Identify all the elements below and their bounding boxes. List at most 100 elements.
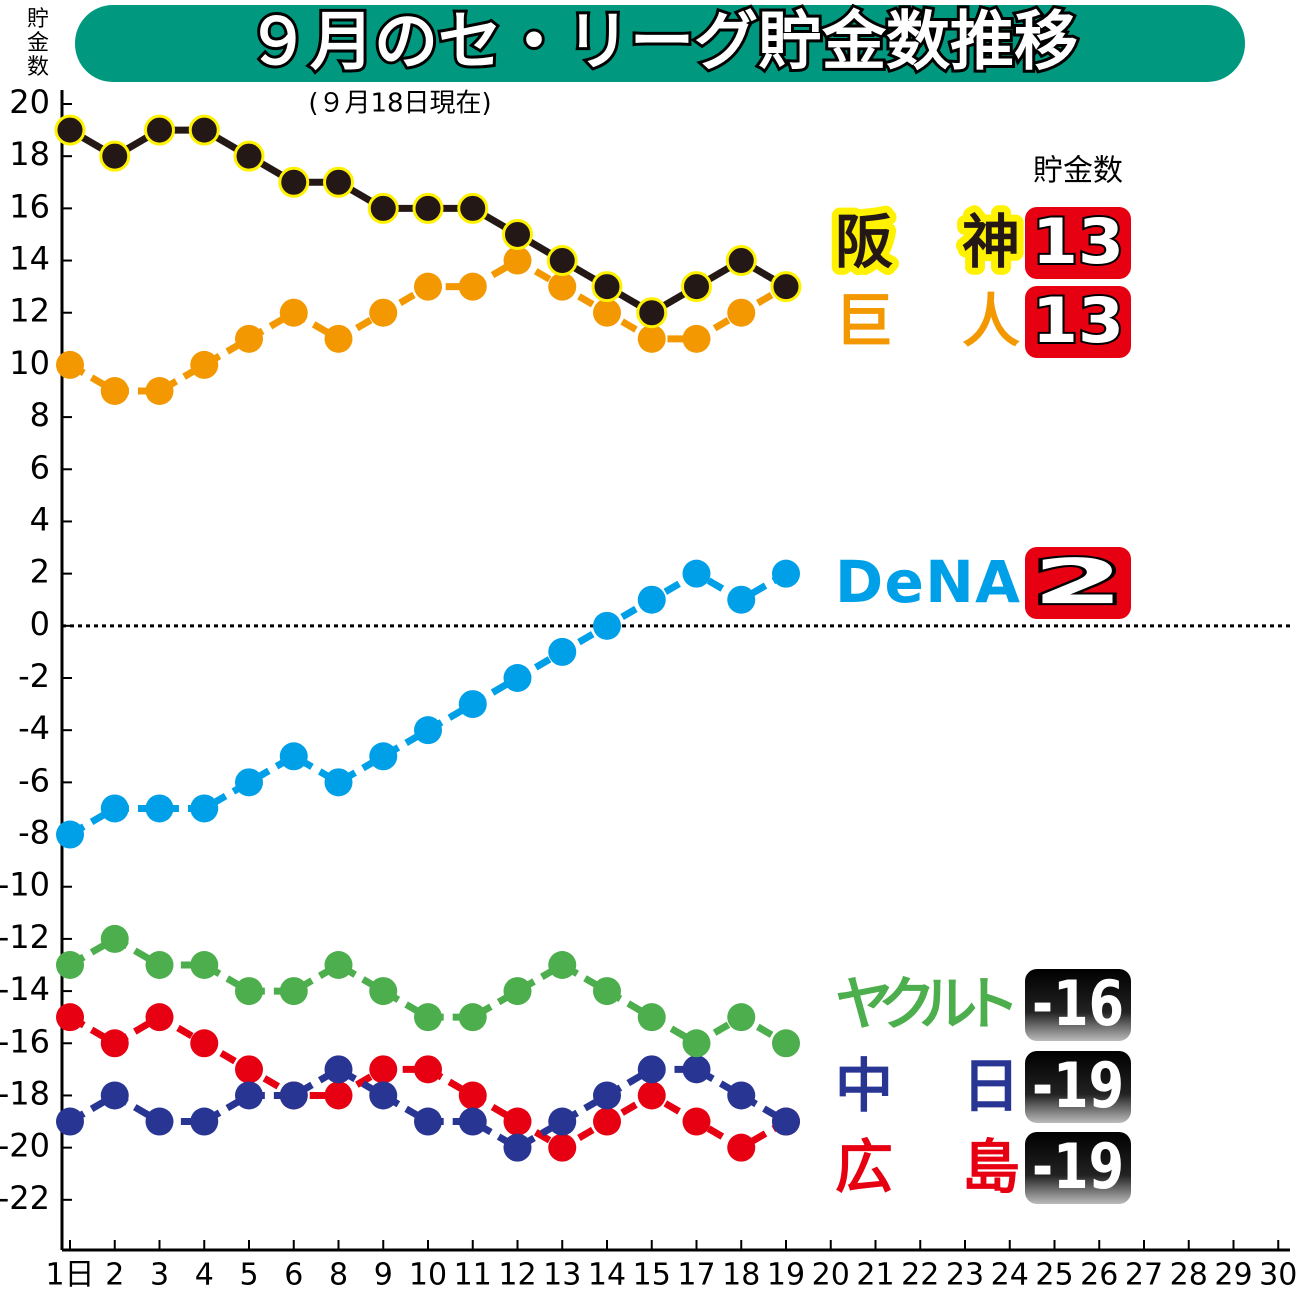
data-point [279,1081,308,1110]
data-point [458,1003,487,1032]
data-point [233,140,265,172]
data-point [637,1081,666,1110]
data-point [190,1029,219,1058]
data-point [503,1107,532,1136]
data-point [145,1107,174,1136]
data-point [548,1133,577,1162]
legend-title: 貯金数 [1033,154,1123,189]
data-point [682,559,711,588]
x-tick-label: 29 [1214,1258,1252,1293]
data-point [145,794,174,823]
data-point [414,1003,442,1032]
x-tick-label: 15 [633,1258,671,1293]
x-tick-label: 4 [195,1258,214,1293]
x-tick-label: 2 [105,1258,124,1293]
y-tick-label: -6 [18,761,50,799]
x-tick-label: 24 [991,1258,1029,1293]
data-point [369,1055,398,1084]
x-tick-label: 23 [946,1258,984,1293]
data-point [190,350,219,379]
y-tick-label: -8 [18,814,50,852]
x-tick-label: 28 [1170,1258,1208,1293]
data-point [548,1107,577,1136]
legend-badge [1025,1051,1131,1123]
data-point [279,977,308,1006]
legend-value: -19 [1032,1130,1124,1203]
legend-label: 阪 神 [835,208,1020,276]
y-tick-label: 10 [9,344,50,382]
x-tick-label: 8 [329,1258,348,1293]
data-point [548,272,577,301]
data-point [56,951,84,979]
data-point [56,820,84,849]
y-tick-label: 4 [30,500,50,538]
data-point [725,245,757,277]
data-point [593,1107,621,1136]
legend-badge [1025,547,1131,619]
data-point [727,585,756,614]
data-point [414,272,442,301]
data-point [457,192,489,224]
data-point [593,611,621,640]
x-tick-label: 11 [454,1258,492,1293]
legend-label: ヤクルト [835,970,1020,1038]
chart-title: ９月のセ・リーグ貯金数推移 [246,6,1078,80]
data-point [503,664,532,692]
legend-badge [1025,1132,1131,1204]
x-tick-label: 26 [1080,1258,1118,1293]
data-point [727,1003,756,1032]
data-point [414,1055,442,1084]
data-point [324,768,353,797]
data-point [235,1081,263,1110]
data-point [367,192,399,224]
y-tick-label: 12 [9,292,50,330]
data-point [100,794,129,823]
data-point [100,377,129,405]
data-point [503,246,532,275]
data-point [546,245,578,277]
data-point [412,192,444,224]
data-point [324,1055,353,1084]
data-point [458,1107,487,1136]
legend-value: 2 [1032,545,1124,618]
data-point [636,297,668,329]
data-point [190,1107,219,1136]
legend-badge [1025,207,1131,279]
data-point [323,166,354,198]
y-tick-label: -10 [0,866,50,904]
legend-label: DeNA [835,548,1020,616]
y-axis-label: 貯金数 [27,7,49,80]
y-tick-label: -22 [0,1179,50,1217]
y-tick-label: 0 [30,605,50,643]
data-point [145,951,174,979]
data-point [503,1133,532,1162]
x-tick-label: 13 [543,1258,581,1293]
data-point [593,298,621,327]
legend-value: -16 [1032,967,1124,1040]
x-tick-label: 6 [284,1258,303,1293]
subtitle: (９月18日現在) [308,89,491,119]
y-tick-label: -20 [0,1127,50,1165]
data-point [770,271,802,303]
y-tick-label: 20 [9,83,50,121]
y-tick-label: -16 [0,1022,50,1060]
legend-value: 13 [1032,205,1124,278]
x-tick-label: 19 [767,1258,805,1293]
data-point [458,272,487,301]
data-point [682,1029,711,1058]
legend-value: -19 [1032,1049,1124,1122]
data-point [324,951,353,979]
legend-badge [1025,286,1131,358]
data-point [727,298,756,327]
legend-label: 中 日 [835,1052,1020,1120]
y-tick-label: -2 [18,657,50,695]
legend-badge [1025,969,1131,1041]
data-point [99,140,131,172]
y-tick-label: 16 [9,187,50,225]
data-point [681,271,712,303]
data-point [279,742,308,771]
data-point [414,716,442,745]
x-tick-label: 3 [150,1258,169,1293]
y-tick-label: 14 [9,240,50,278]
